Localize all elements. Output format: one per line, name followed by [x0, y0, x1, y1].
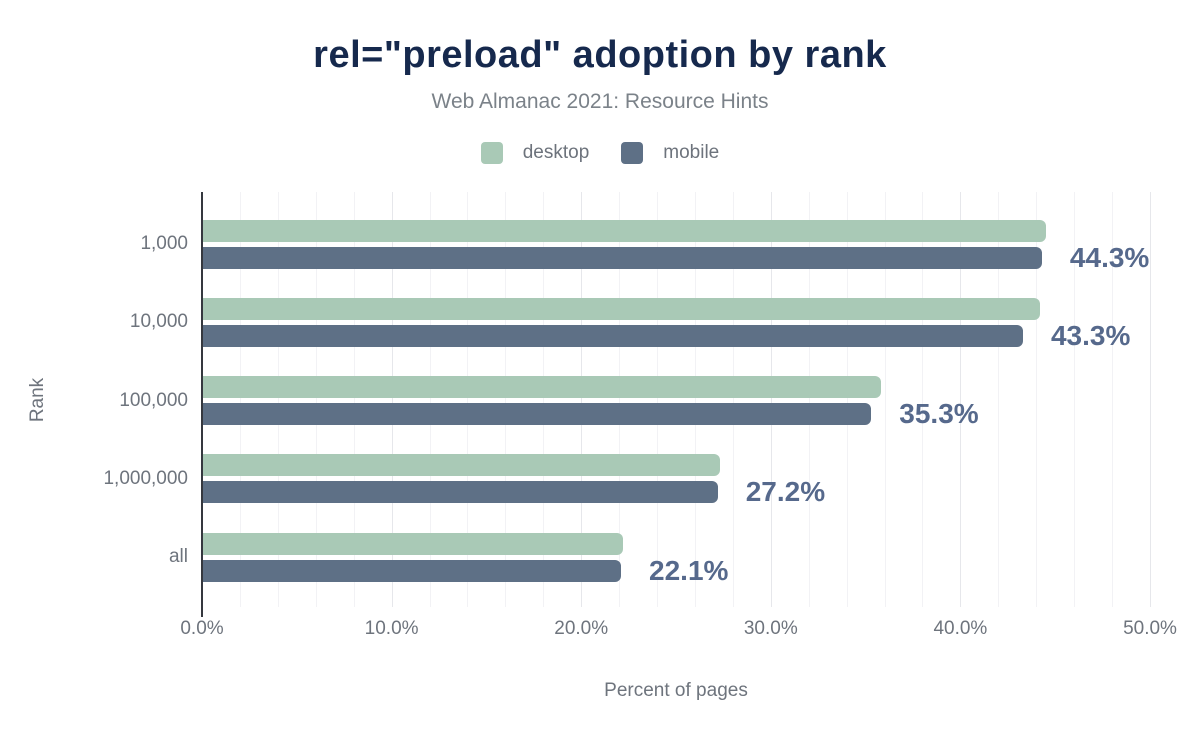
x-axis-tick-label: 50.0% — [1123, 618, 1177, 639]
mobile-bar[interactable] — [202, 559, 622, 582]
gridline — [657, 192, 659, 607]
desktop-bar[interactable] — [202, 454, 720, 477]
gridline — [770, 192, 772, 607]
x-axis-tick-labels: 0.0% 10.0% 20.0% 30.0% 40.0% 50.0% — [180, 618, 1177, 644]
chart-title: rel="preload" adoption by rank — [313, 34, 887, 76]
bar-group — [202, 219, 1150, 269]
gridline — [1112, 192, 1114, 607]
value-label: 22.1% — [649, 554, 729, 586]
gridline — [808, 192, 810, 607]
desktop-bar[interactable] — [202, 219, 1046, 242]
x-axis-tick-label: 30.0% — [743, 618, 798, 639]
value-label: 27.2% — [745, 476, 826, 508]
desktop-bar[interactable] — [202, 532, 623, 555]
value-label: 44.3% — [1069, 241, 1150, 273]
gridline — [1150, 192, 1151, 607]
x-axis-tick-label: 0.0% — [180, 618, 224, 639]
gridline — [581, 192, 583, 607]
gridline — [239, 192, 241, 607]
y-axis-labels: 1,000 10,000 100,000 1,000,000 all — [0, 192, 188, 607]
legend-label: desktop — [522, 142, 590, 163]
category-label: 1,000,000 — [103, 467, 188, 489]
value-label: 35.3% — [899, 398, 979, 430]
mobile-bar[interactable] — [202, 324, 1023, 347]
legend-swatch-icon — [621, 142, 644, 164]
y-axis-line — [201, 192, 203, 617]
plot-area: 44.3% 43.3% 35.3% 27.2% 22.1% — [201, 192, 1151, 617]
bar-group — [202, 532, 1150, 582]
gridline — [277, 192, 279, 607]
gridline — [505, 192, 507, 607]
chart-subtitle: Web Almanac 2021: Resource Hints — [431, 90, 769, 113]
bar-group — [202, 454, 1150, 504]
x-axis-title: Percent of pages — [604, 680, 748, 701]
value-label: 43.3% — [1050, 319, 1131, 351]
gridline — [619, 192, 621, 607]
legend: desktop mobile — [0, 142, 1200, 164]
category-label: 10,000 — [129, 311, 188, 333]
gridline — [353, 192, 355, 607]
legend-item-desktop[interactable]: desktop — [480, 142, 590, 164]
legend-swatch-icon — [480, 142, 503, 164]
x-axis-tick-label: 40.0% — [933, 618, 988, 639]
legend-item-mobile[interactable]: mobile — [621, 142, 719, 164]
gridline — [846, 192, 848, 607]
bar-group — [202, 376, 1150, 426]
x-axis-tick-label: 20.0% — [554, 618, 609, 639]
gridline — [391, 192, 393, 607]
x-axis-tick-label: 10.0% — [364, 618, 419, 639]
gridline — [732, 192, 734, 607]
gridline — [884, 192, 886, 607]
gridline — [467, 192, 469, 607]
gridline — [694, 192, 696, 607]
mobile-bar[interactable] — [202, 481, 718, 504]
bar-group — [202, 297, 1150, 347]
gridline — [998, 192, 1000, 607]
gridline — [1036, 192, 1038, 607]
gridline — [960, 192, 962, 607]
desktop-bar[interactable] — [202, 376, 881, 399]
mobile-bar[interactable] — [202, 246, 1042, 269]
gridline — [922, 192, 924, 607]
gridline — [315, 192, 317, 607]
gridline — [543, 192, 545, 607]
mobile-bar[interactable] — [202, 403, 872, 426]
category-label: all — [168, 546, 188, 568]
gridline — [1074, 192, 1076, 607]
desktop-bar[interactable] — [202, 297, 1041, 320]
category-label: 1,000 — [140, 233, 188, 254]
category-label: 100,000 — [119, 389, 188, 411]
gridline — [429, 192, 431, 607]
legend-label: mobile — [663, 142, 720, 163]
